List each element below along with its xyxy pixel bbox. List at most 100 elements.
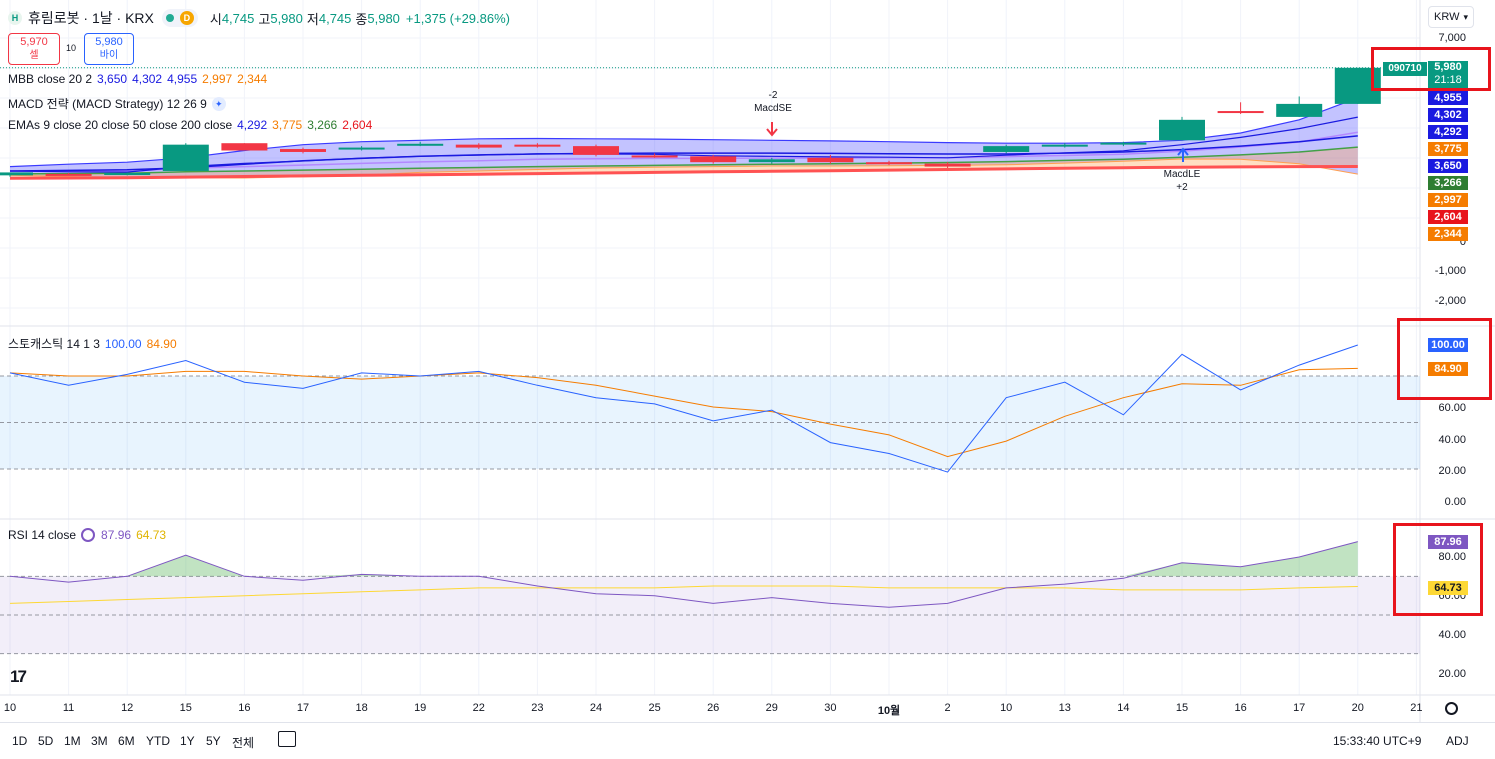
sell-price: 5,970 bbox=[20, 36, 48, 48]
rsi-badge: 87.96 bbox=[1428, 535, 1468, 549]
symbol-title[interactable]: 휴림로봇 · 1날 · KRX bbox=[28, 10, 154, 26]
last-price: 5,980 bbox=[1434, 61, 1462, 73]
candle-body bbox=[45, 173, 92, 176]
legend-stoch-name: 스토캐스틱 14 1 3 bbox=[8, 337, 100, 351]
x-axis-label: 11 bbox=[62, 702, 75, 714]
buy-button[interactable]: 5,980 바이 bbox=[84, 33, 134, 65]
candle-body bbox=[397, 143, 444, 146]
bollinger-band-fill bbox=[10, 97, 1358, 178]
x-axis-label: 17 bbox=[296, 702, 310, 714]
currency-label: KRW bbox=[1434, 11, 1460, 23]
tradingview-logo-icon[interactable]: 17 bbox=[10, 667, 27, 686]
legend-mbb-value: 4,955 bbox=[167, 72, 198, 86]
range-button[interactable]: 6M bbox=[118, 734, 135, 748]
range-button[interactable]: 5D bbox=[38, 734, 54, 748]
candle-body bbox=[690, 156, 737, 163]
stoch-tick: 0.00 bbox=[1444, 496, 1466, 508]
legend-emas-name: EMAs 9 close 20 close 50 close 200 close bbox=[8, 118, 233, 132]
rsi-tick: 40.00 bbox=[1438, 629, 1466, 641]
rsi-sync-icon[interactable] bbox=[81, 528, 96, 542]
adj-toggle[interactable]: ADJ bbox=[1446, 734, 1469, 748]
legend-mbb-value: 2,997 bbox=[202, 72, 233, 86]
close-label: 종 bbox=[355, 11, 368, 27]
market-status-pill[interactable]: D bbox=[161, 9, 198, 27]
legend-ema-value: 3,775 bbox=[272, 118, 303, 132]
x-axis-label: 30 bbox=[824, 702, 837, 714]
ticker-badge: 090710 bbox=[1383, 62, 1427, 76]
x-axis-label: 2 bbox=[944, 702, 951, 714]
open-value: 4,745 bbox=[221, 10, 255, 26]
candle-body bbox=[514, 144, 561, 147]
bollinger-basis-line bbox=[9, 135, 1358, 172]
legend-ema-value: 2,604 bbox=[342, 118, 373, 132]
ema9-line bbox=[9, 116, 1358, 173]
indicator-price-badge: 3,650 bbox=[1428, 159, 1468, 173]
x-axis-label: 26 bbox=[707, 702, 720, 714]
legend-macd[interactable]: MACD 전략 (MACD Strategy) 12 26 9 ✦ bbox=[8, 95, 231, 112]
candle-body bbox=[573, 146, 619, 155]
currency-selector[interactable]: KRW ▾ bbox=[1428, 6, 1474, 28]
candle-body bbox=[631, 155, 678, 158]
candle-body bbox=[866, 162, 912, 165]
clock[interactable]: 15:33:40 UTC+9 bbox=[1333, 734, 1422, 748]
candle-body bbox=[1276, 103, 1323, 117]
rsi-overbought-fill bbox=[127, 555, 245, 577]
candle-body bbox=[1100, 142, 1147, 145]
settings-gear-icon[interactable] bbox=[1445, 702, 1458, 715]
stoch-k-line bbox=[9, 344, 1358, 473]
range-button[interactable]: 5Y bbox=[206, 734, 221, 748]
highlight-box-stoch bbox=[1397, 318, 1492, 400]
strategy-settings-icon[interactable]: ✦ bbox=[211, 96, 226, 111]
x-axis-label: 13 bbox=[1058, 702, 1071, 714]
ema20-line bbox=[9, 131, 1358, 173]
legend-ema-value: 3,266 bbox=[307, 118, 338, 132]
date-range-icon[interactable] bbox=[278, 731, 296, 747]
price-tick: 0 bbox=[1459, 236, 1466, 248]
stoch-d-badge: 84.90 bbox=[1428, 362, 1468, 376]
legend-mbb-value: 4,302 bbox=[132, 72, 163, 86]
data-delay-badge: D bbox=[179, 11, 194, 25]
stoch-tick: 40.00 bbox=[1438, 434, 1466, 446]
candle-body bbox=[1159, 119, 1205, 141]
indicator-price-badge: 4,292 bbox=[1428, 125, 1468, 139]
high-value: 5,980 bbox=[270, 10, 303, 26]
ema-cloud-fill bbox=[10, 147, 1358, 179]
price-tick: -1,000 bbox=[1434, 265, 1466, 277]
x-axis-label: 25 bbox=[648, 702, 661, 714]
x-axis-label: 24 bbox=[589, 702, 603, 714]
legend-macd-name: MACD 전략 (MACD Strategy) 12 26 9 bbox=[8, 97, 207, 111]
range-button[interactable]: 1M bbox=[64, 734, 81, 748]
range-button[interactable]: 1Y bbox=[180, 734, 195, 748]
indicator-price-badge: 3,266 bbox=[1428, 176, 1468, 190]
low-value: 4,745 bbox=[318, 10, 352, 26]
legend-mbb[interactable]: MBB close 20 2 3,650 4,302 4,955 2,997 2… bbox=[8, 72, 272, 86]
legend-stoch[interactable]: 스토캐스틱 14 1 3 100.00 84.90 bbox=[8, 335, 182, 352]
legend-stoch-d: 84.90 bbox=[146, 336, 177, 351]
candle-body bbox=[1041, 144, 1088, 147]
bottom-toolbar bbox=[0, 722, 1495, 759]
sell-button[interactable]: 5,970 셀 bbox=[8, 33, 60, 65]
x-axis-label: 15 bbox=[179, 702, 192, 714]
x-axis-label: 15 bbox=[1175, 702, 1189, 714]
buy-price: 5,980 bbox=[95, 36, 123, 48]
indicator-price-badge: 2,997 bbox=[1428, 193, 1468, 207]
x-axis-label: 21 bbox=[1410, 702, 1423, 714]
range-button[interactable]: 1D bbox=[12, 734, 28, 748]
legend-emas[interactable]: EMAs 9 close 20 close 50 close 200 close… bbox=[8, 118, 377, 132]
range-button[interactable]: YTD bbox=[146, 734, 170, 748]
chevron-down-icon: ▾ bbox=[1463, 11, 1468, 22]
bollinger-upper-line bbox=[9, 97, 1359, 168]
short-signal-label: -2 MacdSE bbox=[748, 89, 798, 115]
legend-rsi[interactable]: RSI 14 close 87.96 64.73 bbox=[8, 528, 171, 542]
high-label: 고 bbox=[258, 11, 271, 27]
legend-rsi-value: 87.96 bbox=[101, 528, 132, 542]
symbol-logo-icon: H bbox=[8, 11, 22, 25]
indicator-price-badge: 2,604 bbox=[1428, 210, 1468, 224]
range-button[interactable]: 전체 bbox=[232, 736, 255, 750]
range-button[interactable]: 3M bbox=[91, 734, 108, 748]
long-signal-name: MacdLE bbox=[1163, 169, 1201, 180]
buy-label: 바이 bbox=[99, 50, 119, 61]
bar-countdown: 21:18 bbox=[1434, 74, 1462, 86]
market-open-icon bbox=[165, 14, 174, 22]
